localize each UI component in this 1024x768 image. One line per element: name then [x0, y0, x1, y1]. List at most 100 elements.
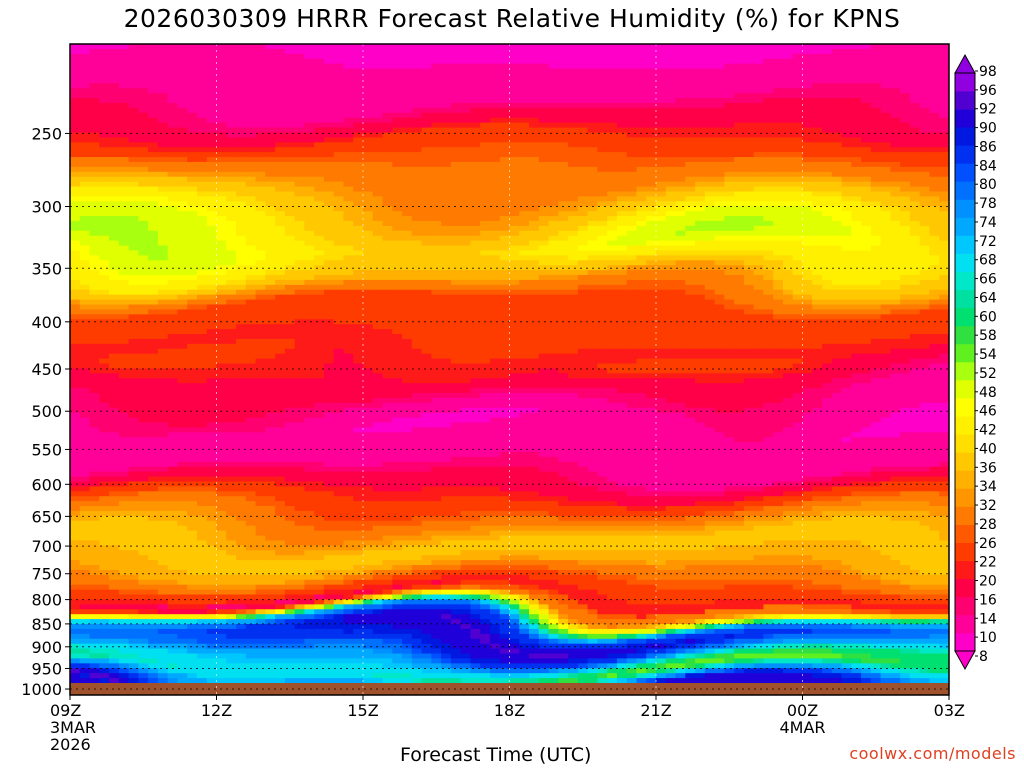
rh-cell: [353, 545, 364, 551]
rh-cell: [236, 102, 247, 109]
rh-cell: [363, 166, 374, 173]
rh-cell: [353, 486, 364, 492]
rh-cell: [255, 132, 266, 138]
rh-cell: [157, 171, 169, 178]
rh-cell: [226, 476, 237, 483]
rh-cell: [392, 471, 403, 478]
rh-cell: [323, 648, 335, 655]
rh-cell: [265, 550, 276, 556]
rh-cell: [187, 648, 198, 655]
rh-cell: [206, 442, 218, 448]
rh-cell: [402, 245, 413, 252]
rh-cell: [148, 176, 159, 183]
rh-cell: [314, 609, 325, 615]
rh-cell: [167, 161, 179, 168]
rh-cell: [255, 638, 266, 645]
rh-cell: [284, 304, 296, 311]
rh-cell: [109, 343, 120, 350]
rh-cell: [402, 471, 413, 478]
rh-cell: [148, 201, 159, 207]
rh-cell: [441, 73, 452, 80]
rh-cell: [245, 579, 257, 586]
rh-cell: [148, 535, 159, 542]
rh-cell: [70, 407, 81, 414]
rh-cell: [275, 53, 286, 60]
rh-cell: [187, 584, 198, 591]
rh-cell: [411, 535, 423, 542]
rh-cell: [304, 432, 315, 438]
rh-cell: [70, 609, 81, 615]
rh-cell: [138, 294, 149, 301]
rh-cell: [255, 658, 266, 664]
rh-cell: [89, 294, 100, 301]
rh-cell: [89, 402, 100, 409]
rh-cell: [216, 338, 227, 345]
rh-cell: [343, 353, 354, 360]
rh-cell: [275, 68, 286, 75]
rh-cell: [363, 378, 374, 384]
rh-cell: [236, 255, 247, 261]
rh-cell: [353, 107, 364, 114]
rh-cell: [118, 461, 130, 468]
rh-cell: [99, 284, 110, 291]
rh-cell: [284, 589, 296, 596]
rh-cell: [421, 678, 432, 684]
rh-cell: [363, 270, 374, 276]
rh-cell: [109, 191, 120, 197]
rh-cell: [138, 225, 149, 232]
rh-cell: [353, 53, 364, 60]
rh-cell: [392, 668, 403, 674]
rh-cell: [402, 299, 413, 306]
rh-cell: [382, 255, 393, 261]
rh-cell: [392, 442, 403, 448]
rh-cell: [226, 289, 237, 296]
rh-cell: [255, 127, 266, 134]
rh-cell: [323, 574, 335, 581]
rh-cell: [226, 279, 237, 286]
rh-cell: [294, 496, 305, 502]
rh-cell: [118, 417, 130, 424]
rh-cell: [265, 44, 276, 50]
rh-cell: [245, 653, 257, 660]
rh-cell: [148, 368, 159, 374]
rh-cell: [255, 368, 266, 374]
rh-cell: [70, 220, 81, 227]
rh-cell: [109, 412, 120, 419]
rh-cell: [304, 373, 315, 379]
rh-cell: [245, 314, 257, 320]
rh-cell: [167, 196, 179, 202]
rh-cell: [323, 132, 335, 138]
rh-cell: [236, 555, 247, 561]
rh-cell: [148, 594, 159, 601]
rh-cell: [226, 624, 237, 630]
rh-cell: [353, 506, 364, 512]
rh-cell: [265, 481, 276, 487]
rh-cell: [402, 196, 413, 202]
rh-cell: [79, 181, 91, 188]
rh-cell: [284, 275, 296, 281]
rh-cell: [343, 614, 354, 620]
rh-cell: [138, 663, 149, 669]
rh-cell: [148, 673, 159, 679]
rh-cell: [196, 678, 208, 684]
rh-cell: [284, 93, 296, 99]
rh-cell: [411, 378, 423, 384]
rh-cell: [323, 353, 335, 360]
rh-cell: [196, 304, 208, 311]
rh-cell: [89, 673, 100, 679]
rh-cell: [70, 284, 81, 291]
rh-cell: [206, 604, 218, 610]
rh-cell: [99, 98, 110, 104]
rh-cell: [89, 279, 100, 286]
rh-cell: [323, 584, 335, 591]
rh-cell: [79, 525, 91, 532]
rh-cell: [196, 530, 208, 537]
rh-cell: [157, 555, 169, 561]
rh-cell: [148, 510, 159, 517]
rh-cell: [402, 68, 413, 75]
rh-cell: [79, 279, 91, 286]
rh-cell: [265, 348, 276, 355]
rh-cell: [363, 653, 374, 660]
rh-cell: [333, 658, 345, 664]
rh-cell: [402, 348, 413, 355]
